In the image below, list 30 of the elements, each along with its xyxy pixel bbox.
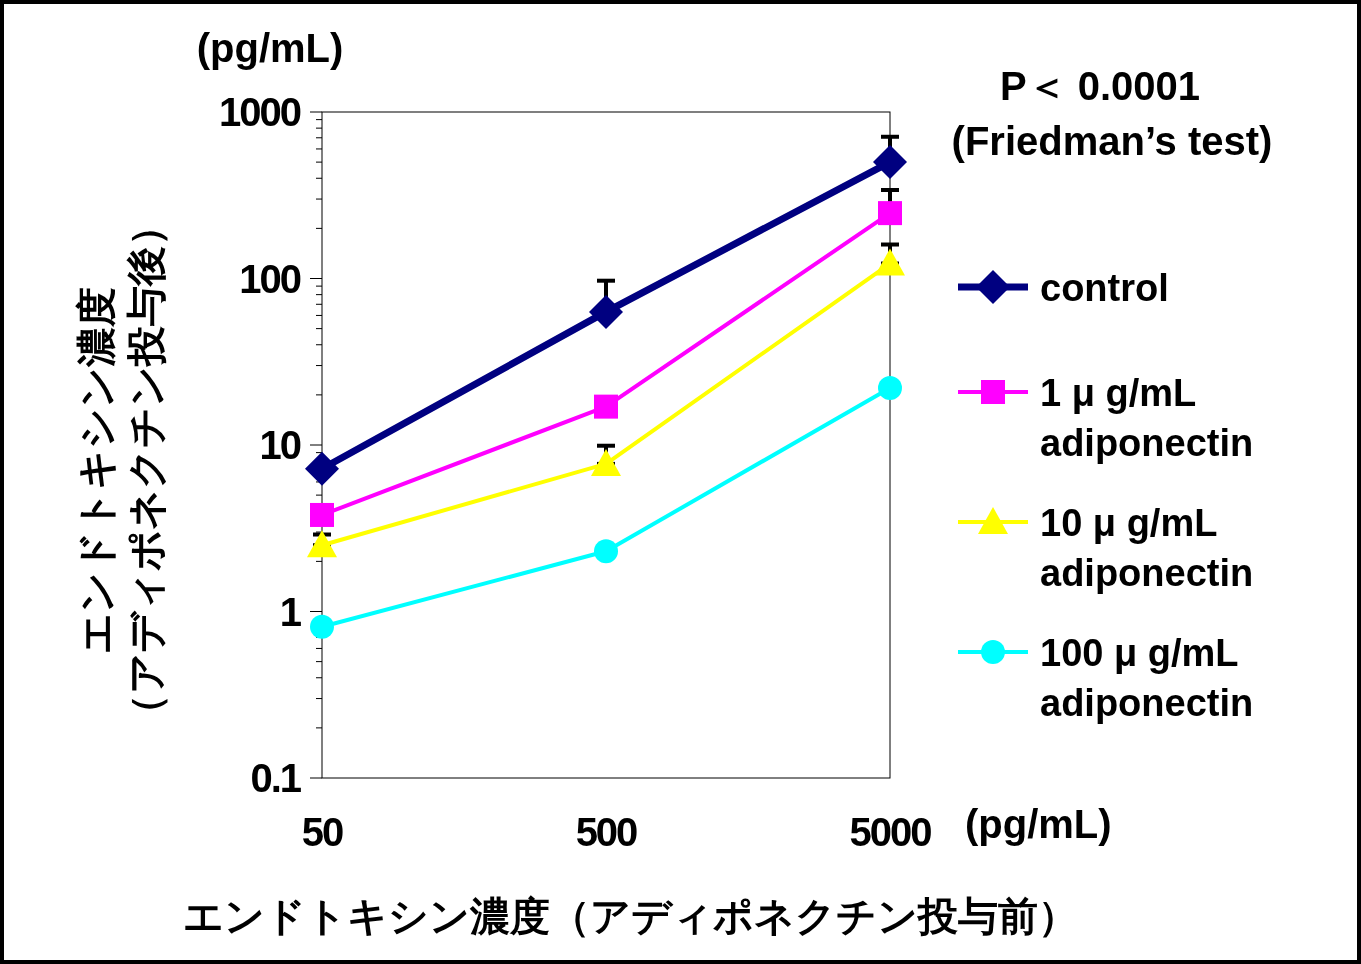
y-tick-label: 1000	[219, 90, 301, 134]
point	[305, 451, 339, 486]
point	[873, 145, 907, 180]
point	[589, 294, 623, 329]
legend-label: 1 μ g/mL adiponectin	[1040, 372, 1254, 464]
x-axis-title: エンドトキシン濃度（アディポネクチン投与前）	[182, 894, 1078, 938]
point	[594, 539, 618, 564]
text: P＜ 0.0001	[999, 64, 1201, 108]
x-tick-label: 50	[301, 810, 343, 854]
legend-label: 10 μ g/mL adiponectin	[1040, 502, 1254, 594]
x-tick-label: 500	[575, 810, 638, 854]
point	[310, 614, 334, 639]
y-tick-label: 10	[259, 423, 301, 467]
point	[594, 394, 618, 419]
legend-label: 100 μ g/mL adiponectin	[1040, 632, 1254, 724]
x-tick-label: 5000	[849, 810, 932, 854]
y-tick-label: 1	[279, 589, 302, 634]
text: (Friedman’s test)	[951, 119, 1273, 163]
y-axis-title: エンドトキシン濃度（アディポネクチン投与後）	[74, 206, 168, 734]
point	[310, 502, 334, 527]
text: (pg/mL)	[196, 26, 344, 70]
point	[591, 448, 621, 476]
point	[878, 201, 902, 226]
point	[307, 530, 337, 558]
y-tick-label: 100	[239, 256, 301, 301]
y-tick-label: 0.1	[250, 756, 302, 800]
point	[878, 375, 902, 400]
point	[875, 248, 905, 276]
legend-label: control	[1040, 267, 1169, 309]
text: (pg/mL)	[965, 802, 1112, 846]
